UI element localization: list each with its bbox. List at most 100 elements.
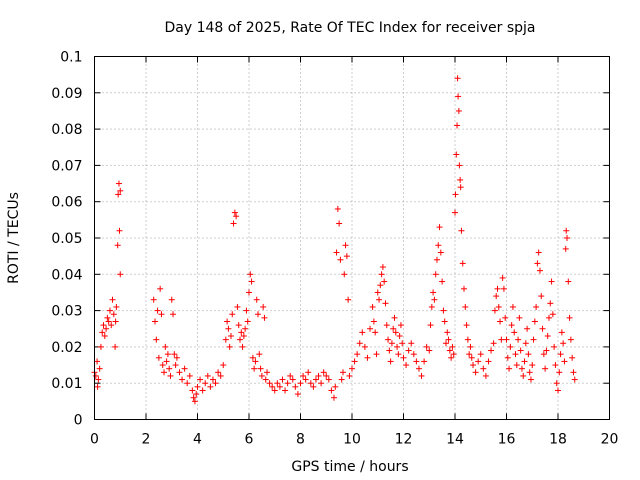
data-point: [354, 351, 361, 358]
y-tick-label: 0.06: [51, 195, 82, 211]
data-point: [176, 369, 183, 376]
data-point: [189, 387, 196, 394]
data-point: [261, 314, 268, 321]
x-tick-label: 4: [193, 432, 202, 448]
data-point: [388, 340, 395, 347]
data-point: [533, 303, 540, 310]
data-point: [116, 227, 123, 234]
data-point: [555, 387, 561, 394]
data-point: [343, 253, 350, 260]
data-point: [512, 351, 519, 358]
data-point: [529, 362, 536, 369]
data-point: [378, 271, 385, 278]
data-point: [426, 347, 433, 354]
data-point: [292, 383, 299, 390]
data-point: [427, 322, 434, 329]
data-point: [235, 322, 242, 329]
data-point: [172, 362, 179, 369]
data-point: [225, 325, 232, 332]
y-tick-label: 0.03: [51, 304, 82, 320]
data-point: [457, 184, 464, 191]
data-point: [535, 249, 542, 256]
data-point: [394, 343, 401, 350]
data-point: [194, 383, 201, 390]
data-point: [243, 307, 250, 314]
data-point: [193, 391, 200, 398]
data-point: [166, 365, 173, 372]
data-point: [238, 329, 245, 336]
data-point: [423, 343, 430, 350]
data-point: [553, 380, 560, 387]
data-point: [257, 365, 264, 372]
data-point: [467, 343, 474, 350]
data-point: [531, 318, 538, 325]
data-point: [556, 369, 563, 376]
data-point: [526, 369, 533, 376]
data-point: [168, 296, 175, 303]
data-point: [490, 340, 497, 347]
data-point: [253, 296, 260, 303]
data-point: [94, 383, 101, 390]
data-point: [382, 300, 389, 307]
data-point: [466, 351, 473, 358]
data-point: [150, 296, 157, 303]
data-point: [468, 354, 475, 361]
data-point: [318, 380, 325, 387]
data-point: [341, 271, 348, 278]
data-point: [230, 220, 237, 227]
data-point: [444, 329, 451, 336]
data-point: [536, 267, 543, 274]
x-tick-label: 12: [395, 432, 413, 448]
data-point: [240, 333, 247, 340]
data-point: [564, 235, 571, 241]
data-point: [448, 354, 455, 361]
data-point: [342, 242, 349, 249]
data-point: [287, 372, 294, 379]
y-tick-label: 0.07: [51, 158, 82, 174]
data-point: [190, 394, 197, 401]
data-point: [494, 285, 501, 292]
data-point: [302, 376, 309, 383]
data-point: [542, 365, 549, 372]
data-point: [507, 343, 514, 350]
data-point: [325, 376, 332, 383]
data-point: [480, 365, 487, 372]
data-point: [504, 354, 511, 361]
data-point: [470, 362, 477, 369]
y-tick-label: 0.05: [51, 231, 82, 247]
data-point: [461, 285, 468, 292]
data-point: [209, 376, 216, 383]
data-points: [91, 75, 578, 405]
data-point: [356, 340, 363, 347]
y-tick-label: 0: [74, 413, 83, 429]
data-point: [236, 336, 243, 343]
data-point: [435, 242, 442, 249]
data-point: [437, 249, 444, 256]
data-point: [106, 307, 113, 314]
data-point: [432, 271, 439, 278]
x-tick-label: 0: [90, 432, 99, 448]
data-point: [100, 322, 107, 329]
data-point: [179, 376, 186, 383]
data-point: [500, 285, 507, 292]
data-point: [431, 296, 438, 303]
data-point: [158, 311, 165, 318]
data-point: [113, 303, 120, 310]
data-point: [199, 387, 206, 394]
data-point: [385, 336, 392, 343]
data-point: [255, 311, 262, 318]
data-point: [472, 369, 479, 376]
data-point: [222, 336, 229, 343]
data-point: [508, 322, 515, 329]
data-point: [436, 224, 443, 231]
data-point: [563, 227, 570, 234]
data-point: [520, 372, 527, 379]
data-point: [336, 220, 343, 227]
data-point: [540, 351, 547, 358]
data-point: [372, 329, 379, 336]
data-point: [349, 365, 355, 372]
data-point: [279, 376, 286, 383]
data-point: [403, 362, 410, 369]
y-tick-label: 0.1: [60, 50, 82, 66]
